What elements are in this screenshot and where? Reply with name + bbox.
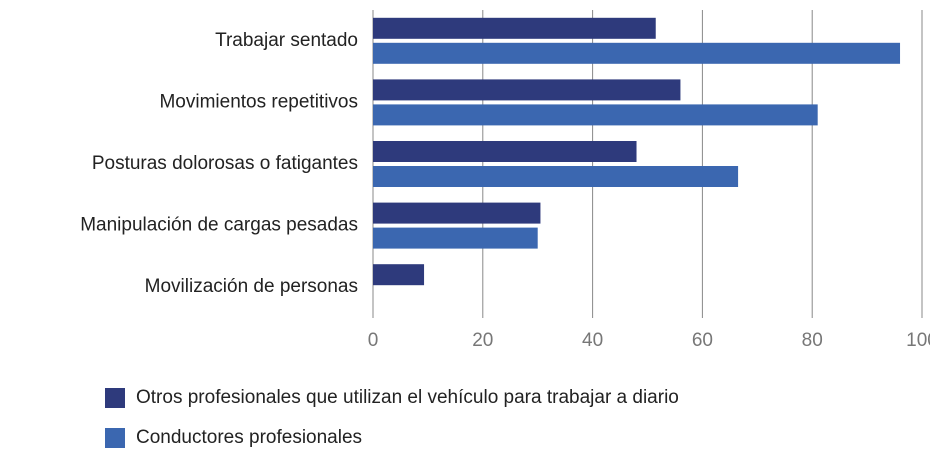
legend-swatch — [105, 428, 125, 448]
y-tick-label: Trabajar sentado — [215, 30, 358, 51]
y-tick-label: Manipulación de cargas pesadas — [80, 215, 358, 236]
bar — [373, 42, 901, 64]
bar — [373, 141, 637, 162]
y-tick-label: Movilización de personas — [145, 276, 358, 297]
bar — [373, 202, 541, 224]
x-tick-label: 80 — [802, 330, 823, 351]
legend-swatch — [105, 388, 125, 408]
y-tick-label: Movimientos repetitivos — [159, 91, 358, 112]
y-tick-label: Posturas dolorosas o fatigantes — [92, 153, 358, 174]
bar — [373, 264, 425, 286]
bar — [373, 104, 818, 126]
bar — [373, 166, 739, 187]
legend-label: Otros profesionales que utilizan el vehí… — [136, 387, 679, 408]
x-tick-label: 40 — [582, 330, 603, 351]
x-tick-label: 100 — [906, 330, 930, 351]
x-tick-label: 0 — [368, 330, 379, 351]
x-tick-label: 60 — [692, 330, 713, 351]
legend-label: Conductores profesionales — [136, 427, 362, 448]
bar — [373, 227, 538, 249]
bar — [373, 79, 681, 101]
x-tick-label: 20 — [472, 330, 493, 351]
bar — [373, 17, 656, 39]
